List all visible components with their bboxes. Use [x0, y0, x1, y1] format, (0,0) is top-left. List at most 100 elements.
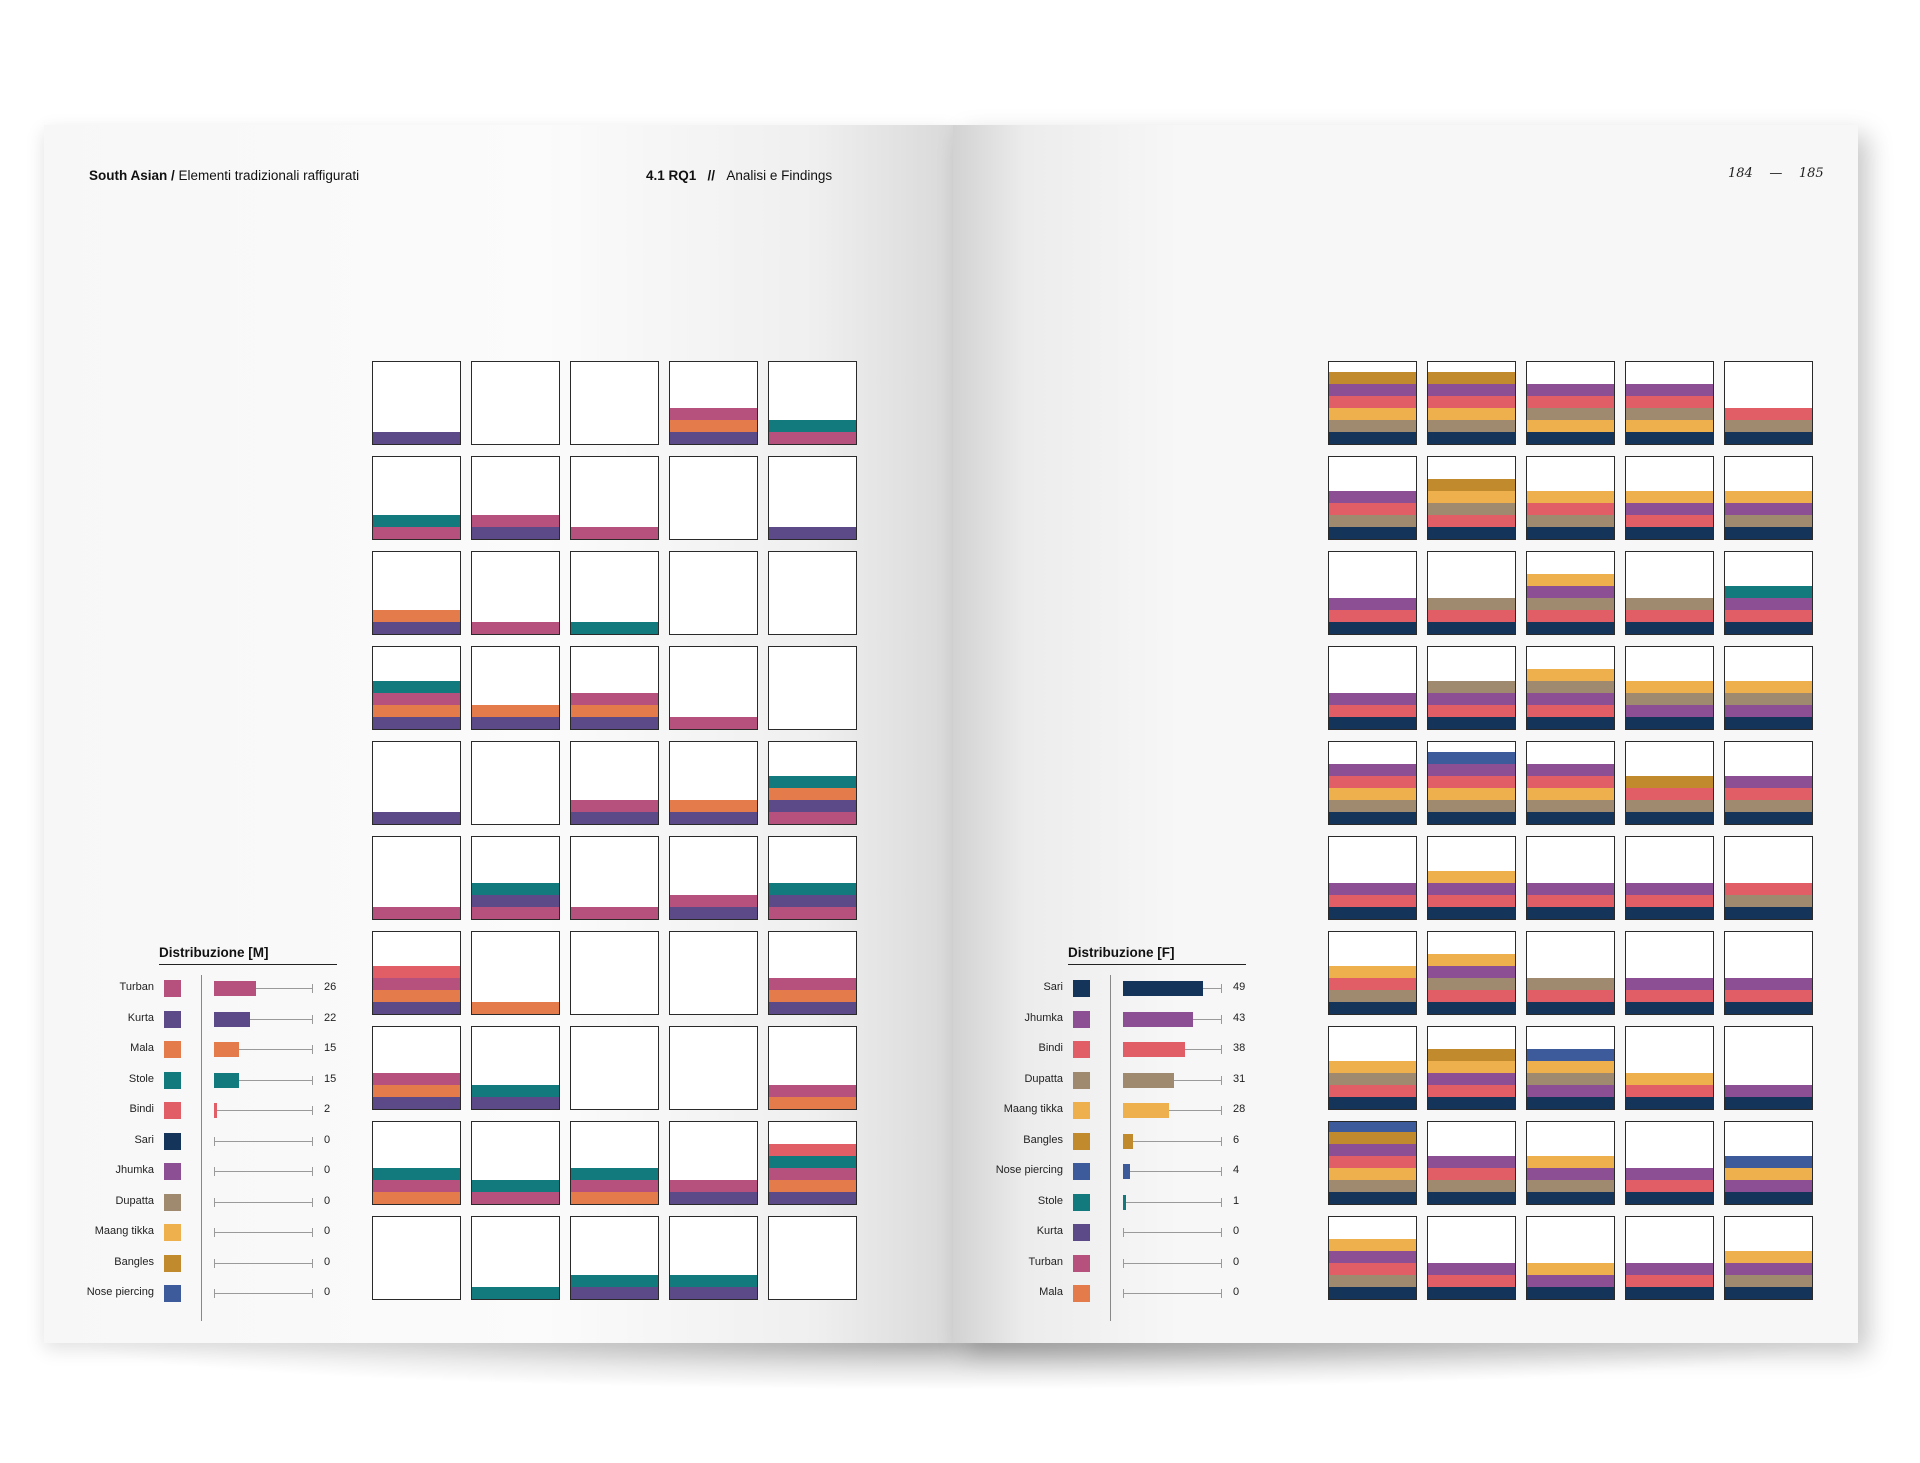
- grid-f-cell: [1427, 1026, 1516, 1110]
- grid-f-cell: [1526, 741, 1615, 825]
- band-sari: [1626, 622, 1713, 634]
- legend-label: Bindi: [1038, 1042, 1063, 1054]
- legend-tick-end: [1221, 1106, 1222, 1115]
- band-dupatta: [1428, 800, 1515, 812]
- band-maang-tikka: [1725, 1251, 1812, 1263]
- band-jhumka: [1527, 586, 1614, 598]
- band-dupatta: [1626, 598, 1713, 610]
- band-turban: [769, 1168, 856, 1180]
- grid-f-cell: [1724, 361, 1813, 445]
- grid-m-cell: [570, 551, 659, 635]
- band-stole: [472, 1180, 559, 1192]
- band-maang-tikka: [1527, 788, 1614, 800]
- legend-track: [214, 1049, 312, 1050]
- legend-track: [1123, 1232, 1221, 1233]
- band-jhumka: [1329, 598, 1416, 610]
- legend-swatch: [164, 1132, 181, 1150]
- m-legend-row: Mala 15: [44, 1041, 344, 1059]
- band-bindi: [1527, 776, 1614, 788]
- legend-track: [1123, 1140, 1221, 1142]
- legend-value: 15: [324, 1072, 337, 1085]
- grid-f-cell: [1328, 646, 1417, 730]
- legend-tick-start: [1123, 1228, 1124, 1237]
- section-heading-bold: South Asian /: [89, 168, 175, 183]
- band-jhumka: [1329, 384, 1416, 396]
- band-jhumka: [1725, 1180, 1812, 1192]
- legend-swatch: [164, 1163, 181, 1180]
- grid-m-cell: [570, 361, 659, 445]
- grid-m-cell: [471, 1026, 560, 1110]
- band-dupatta: [1428, 681, 1515, 693]
- band-jhumka: [1626, 384, 1713, 396]
- band-turban: [571, 527, 658, 539]
- band-bangles: [1428, 1049, 1515, 1061]
- f-legend-row: Maang tikka 28: [953, 1102, 1253, 1120]
- legend-tick-end: [1221, 1289, 1222, 1298]
- band-sari: [1428, 432, 1515, 444]
- grid-m-cell: [372, 1026, 461, 1110]
- band-maang-tikka: [1428, 871, 1515, 883]
- band-turban: [373, 1073, 460, 1085]
- band-bindi: [373, 966, 460, 978]
- legend-bar: [214, 1042, 239, 1057]
- legend-tick-end: [1221, 1258, 1222, 1268]
- band-maang-tikka: [1329, 1168, 1416, 1180]
- grid-m-cell: [768, 551, 857, 635]
- band-sari: [1626, 717, 1713, 729]
- band-stole: [571, 622, 658, 634]
- legend-tick-end: [1221, 1136, 1222, 1146]
- band-bindi: [1626, 1085, 1713, 1097]
- m-legend-row: Nose piercing 0: [44, 1285, 344, 1303]
- band-bindi: [1527, 990, 1614, 1002]
- chapter-heading-bold: 4.1 RQ1: [646, 168, 697, 183]
- grid-m-cell: [372, 836, 461, 920]
- grid-f-cell: [1724, 836, 1813, 920]
- legend-swatch: [1073, 1254, 1090, 1272]
- band-jhumka: [1626, 503, 1713, 515]
- band-dupatta: [1527, 1180, 1614, 1192]
- legend-swatch: [1073, 1041, 1090, 1058]
- legend-track: [214, 1293, 312, 1294]
- legend-label: Nose piercing: [86, 1286, 154, 1298]
- legend-tick-end: [1221, 1014, 1222, 1024]
- band-jhumka: [1428, 384, 1515, 396]
- legend-label: Sari: [1043, 981, 1063, 993]
- band-maang-tikka: [1626, 420, 1713, 432]
- f-legend-row: Bindi 38: [953, 1041, 1253, 1059]
- f-legend-row: Nose piercing 4: [953, 1163, 1253, 1181]
- legend-track: [214, 1140, 312, 1142]
- band-kurta: [571, 717, 658, 729]
- band-turban: [769, 907, 856, 919]
- band-bindi: [1329, 776, 1416, 788]
- band-kurta: [373, 622, 460, 634]
- band-mala: [373, 1085, 460, 1097]
- grid-m-cell: [669, 456, 758, 540]
- band-sari: [1725, 812, 1812, 824]
- m-legend-axis: [201, 975, 202, 1321]
- legend-tick-end: [312, 1106, 313, 1115]
- legend-label: Jhumka: [115, 1164, 154, 1176]
- legend-swatch: [164, 1193, 181, 1211]
- band-bindi: [1626, 396, 1713, 408]
- band-sari: [1527, 717, 1614, 729]
- band-bindi: [1428, 515, 1515, 527]
- band-turban: [472, 515, 559, 527]
- legend-track: [1123, 1171, 1221, 1172]
- band-mala: [769, 1180, 856, 1192]
- grid-f-cell: [1427, 361, 1516, 445]
- chapter-heading-text: Analisi e Findings: [726, 168, 833, 183]
- legend-tick-end: [312, 1197, 313, 1207]
- band-sari: [1329, 527, 1416, 539]
- band-turban: [373, 527, 460, 539]
- legend-swatch: [1073, 1102, 1090, 1119]
- legend-bar: [214, 981, 257, 996]
- band-maang-tikka: [1725, 491, 1812, 503]
- band-sari: [1527, 527, 1614, 539]
- band-stole: [670, 1275, 757, 1287]
- band-maang-tikka: [1329, 788, 1416, 800]
- grid-f-cell: [1328, 551, 1417, 635]
- band-dupatta: [1428, 1180, 1515, 1192]
- band-bindi: [1626, 610, 1713, 622]
- band-maang-tikka: [1527, 491, 1614, 503]
- grid-f-cell: [1427, 551, 1516, 635]
